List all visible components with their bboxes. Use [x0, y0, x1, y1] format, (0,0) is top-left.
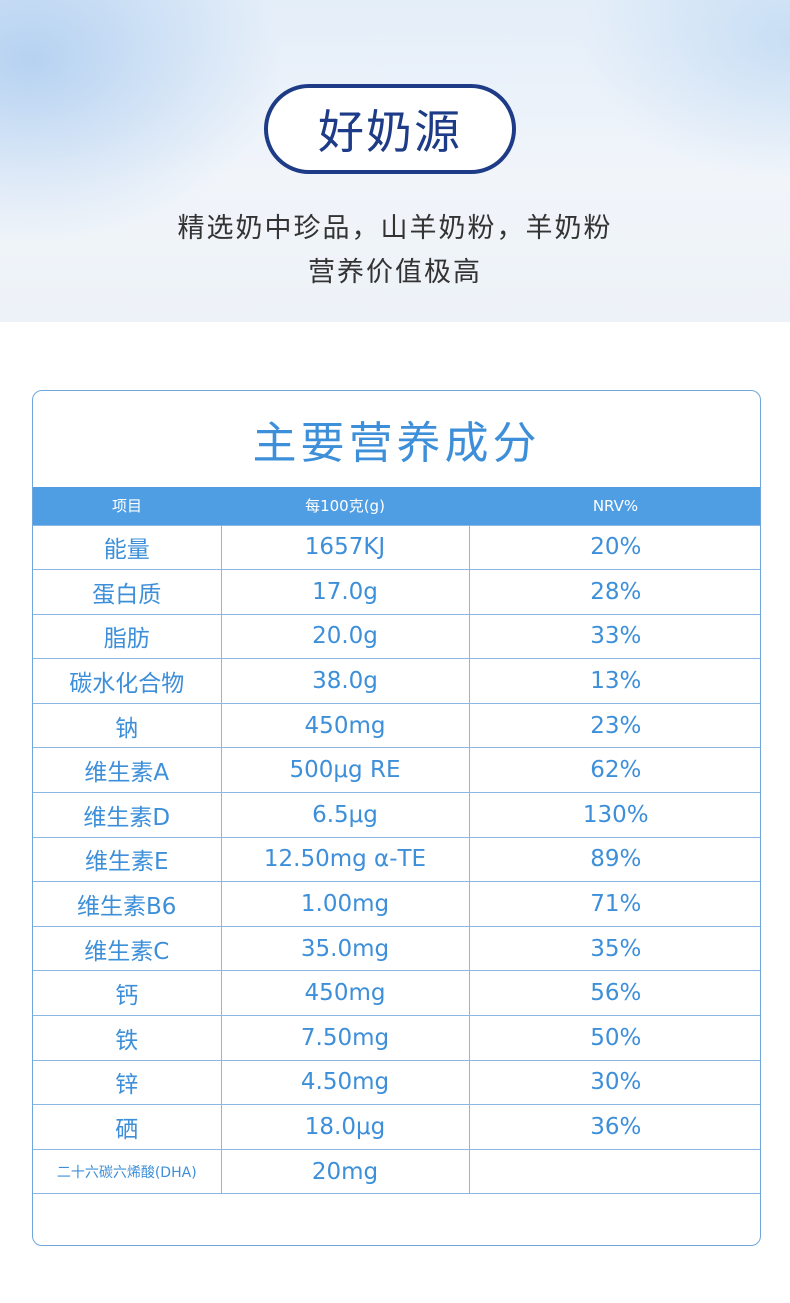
- cell-amount: 4.50mg: [220, 1059, 469, 1105]
- cell-nrv: 62%: [468, 747, 760, 793]
- hero-banner: 好奶源 精选奶中珍品，山羊奶粉，羊奶粉 营养价值极高: [0, 0, 790, 322]
- cell-amount: 7.50mg: [220, 1015, 469, 1061]
- cell-amount: 1.00mg: [220, 881, 469, 927]
- cell-amount: 20mg: [220, 1148, 469, 1195]
- cell-nrv: 13%: [468, 658, 760, 704]
- cell-item: 蛋白质: [33, 569, 221, 615]
- cell-nrv: 50%: [468, 1015, 760, 1061]
- table-row: 维生素E 12.50mg α-TE 89%: [33, 836, 760, 882]
- table-row: 能量 1657KJ 20%: [33, 524, 760, 570]
- cell-nrv: 30%: [468, 1059, 760, 1105]
- cell-amount: 450mg: [220, 702, 469, 748]
- table-row: 二十六碳六烯酸(DHA) 20mg: [33, 1148, 760, 1195]
- cell-amount: 35.0mg: [220, 925, 469, 971]
- cell-nrv: 71%: [468, 881, 760, 927]
- cell-item: 脂肪: [33, 613, 221, 659]
- cell-amount: 38.0g: [220, 658, 469, 704]
- cell-item: 维生素E: [33, 836, 221, 882]
- table-row: 维生素D 6.5μg 130%: [33, 792, 760, 838]
- cell-item: 碳水化合物: [33, 658, 221, 704]
- cell-nrv: 28%: [468, 569, 760, 615]
- hero-badge: 好奶源: [264, 84, 516, 174]
- cell-nrv: 130%: [468, 792, 760, 838]
- cell-nrv: 36%: [468, 1104, 760, 1150]
- table-row: 锌 4.50mg 30%: [33, 1059, 760, 1105]
- cell-item: 钠: [33, 702, 221, 748]
- cell-nrv: [468, 1148, 760, 1195]
- cell-item: 钙: [33, 970, 221, 1016]
- table-row: 维生素B6 1.00mg 71%: [33, 881, 760, 927]
- cell-nrv: 33%: [468, 613, 760, 659]
- cell-amount: 18.0μg: [220, 1104, 469, 1150]
- table-row: 脂肪 20.0g 33%: [33, 613, 760, 659]
- cell-amount: 6.5μg: [220, 792, 469, 838]
- cell-nrv: 23%: [468, 702, 760, 748]
- cell-nrv: 89%: [468, 836, 760, 882]
- table-row: 钠 450mg 23%: [33, 702, 760, 748]
- table-row: 铁 7.50mg 50%: [33, 1015, 760, 1061]
- cell-amount: 12.50mg α-TE: [220, 836, 469, 882]
- header-item: 项目: [33, 487, 221, 525]
- cell-item: 铁: [33, 1015, 221, 1061]
- cell-amount: 500μg RE: [220, 747, 469, 793]
- cell-item: 维生素A: [33, 747, 221, 793]
- cell-item: 维生素D: [33, 792, 221, 838]
- cell-item: 维生素B6: [33, 881, 221, 927]
- cell-amount: 17.0g: [220, 569, 469, 615]
- nutrition-card: 主要营养成分 项目 每100克(g) NRV% 能量 1657KJ 20% 蛋白…: [32, 390, 761, 1246]
- table-row: 维生素C 35.0mg 35%: [33, 925, 760, 971]
- header-nrv: NRV%: [469, 487, 760, 525]
- cell-item: 二十六碳六烯酸(DHA): [33, 1148, 221, 1195]
- cell-item: 锌: [33, 1059, 221, 1105]
- table-row: 蛋白质 17.0g 28%: [33, 569, 760, 615]
- hero-tagline: 精选奶中珍品，山羊奶粉，羊奶粉: [177, 213, 613, 244]
- cell-nrv: 35%: [468, 925, 760, 971]
- cell-item: 硒: [33, 1104, 221, 1150]
- cell-amount: 1657KJ: [220, 524, 469, 570]
- table-row: 维生素A 500μg RE 62%: [33, 747, 760, 793]
- table-header-row: 项目 每100克(g) NRV%: [33, 487, 760, 525]
- cell-amount: 20.0g: [220, 613, 469, 659]
- table-row: 碳水化合物 38.0g 13%: [33, 658, 760, 704]
- cell-nrv: 20%: [468, 524, 760, 570]
- cell-item: 能量: [33, 524, 221, 570]
- hero-subtagline: 营养价值极高: [308, 257, 482, 288]
- nutrition-title: 主要营养成分: [252, 418, 541, 469]
- cell-item: 维生素C: [33, 925, 221, 971]
- cell-amount: 450mg: [220, 970, 469, 1016]
- table-row: 硒 18.0μg 36%: [33, 1104, 760, 1150]
- cell-nrv: 56%: [468, 970, 760, 1016]
- nutrition-table: 项目 每100克(g) NRV% 能量 1657KJ 20% 蛋白质 17.0g…: [33, 487, 760, 1195]
- table-row: 钙 450mg 56%: [33, 970, 760, 1016]
- header-amount: 每100克(g): [221, 487, 469, 525]
